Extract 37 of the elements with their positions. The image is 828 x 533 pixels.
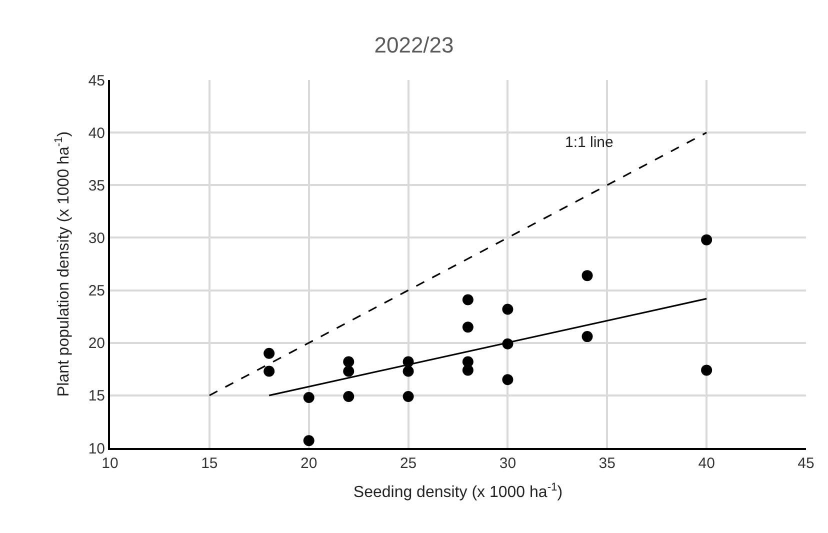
y-tick-label: 35 bbox=[88, 177, 105, 194]
point bbox=[582, 270, 593, 282]
point bbox=[402, 366, 414, 377]
y-tick-label: 30 bbox=[88, 230, 105, 247]
x-tick-label: 15 bbox=[201, 455, 218, 472]
point bbox=[264, 366, 275, 377]
x-tick-label: 10 bbox=[102, 455, 118, 472]
x-tick-label: 30 bbox=[499, 455, 516, 472]
point bbox=[264, 348, 275, 359]
point bbox=[462, 294, 474, 306]
point bbox=[402, 390, 414, 402]
x-tick-label: 20 bbox=[300, 455, 318, 472]
point bbox=[701, 234, 712, 246]
point bbox=[502, 374, 514, 386]
y-tick-label: 40 bbox=[88, 124, 105, 142]
y-tick-label: 20 bbox=[88, 335, 105, 352]
annotation: 1:1 line bbox=[565, 134, 614, 151]
point bbox=[582, 331, 593, 342]
y-tick-label: 15 bbox=[88, 388, 105, 405]
y-tick-label: 25 bbox=[88, 282, 105, 300]
x-tick-label: 25 bbox=[400, 455, 417, 472]
point bbox=[502, 304, 514, 315]
x-tick-label: 40 bbox=[698, 455, 715, 472]
point bbox=[303, 392, 314, 404]
point bbox=[701, 364, 712, 376]
point bbox=[343, 390, 354, 402]
point bbox=[303, 435, 314, 446]
x-tick-label: 45 bbox=[798, 455, 814, 472]
y-tick-label: 45 bbox=[88, 72, 105, 90]
y-tick-label: 10 bbox=[88, 440, 105, 458]
point bbox=[462, 364, 474, 376]
point bbox=[343, 356, 354, 368]
x-tick-label: 35 bbox=[598, 455, 616, 472]
chart-title: 2022/23 bbox=[374, 32, 454, 58]
x-axis-title: Seeding density (x 1000 ha$^{-1}$) bbox=[353, 481, 563, 502]
point bbox=[462, 322, 474, 333]
point bbox=[343, 366, 354, 377]
